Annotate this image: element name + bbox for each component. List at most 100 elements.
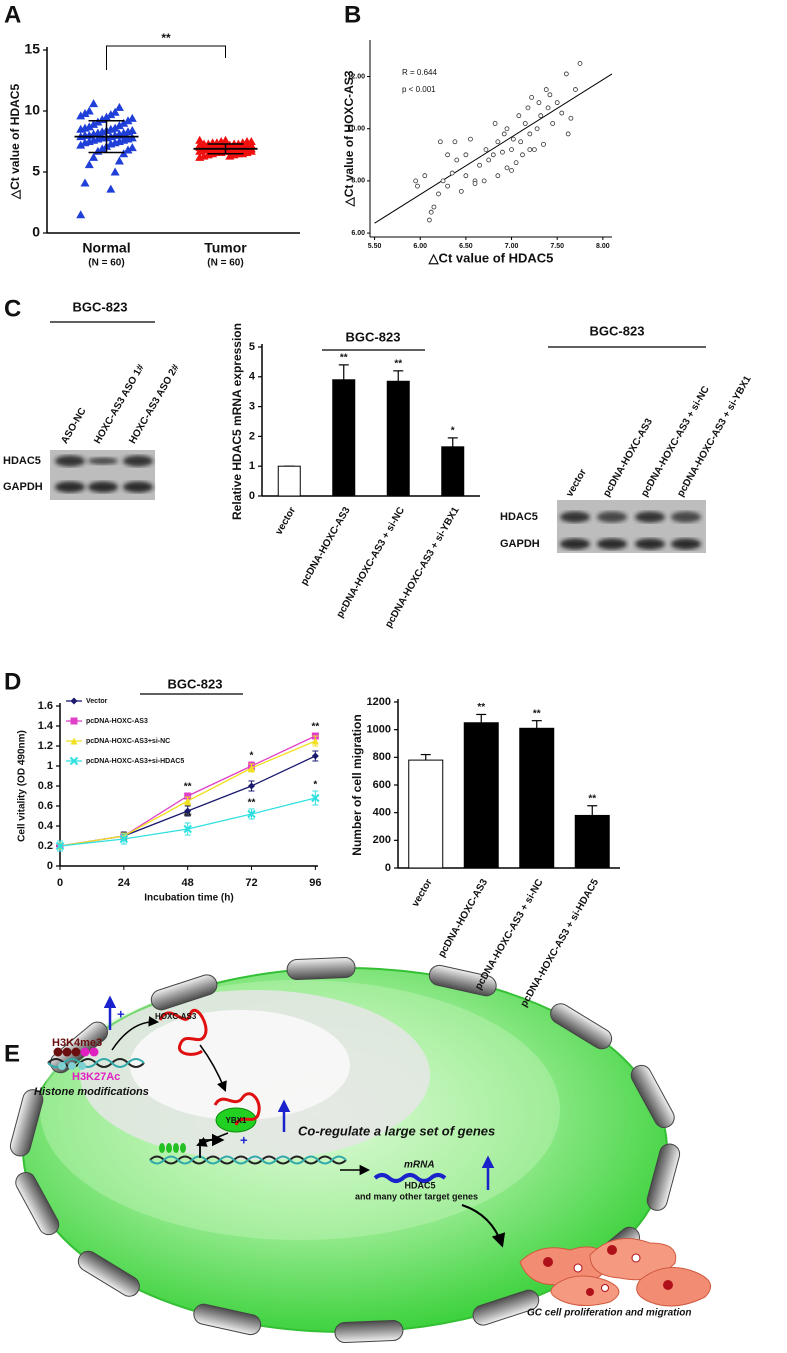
data-point	[559, 110, 565, 116]
data-point	[246, 137, 256, 145]
data-point	[431, 204, 437, 210]
data-point	[127, 113, 137, 122]
significance: **	[248, 798, 256, 809]
significance: *	[313, 780, 317, 791]
data-point	[573, 87, 578, 92]
cell-nucleus	[601, 1284, 609, 1292]
x-tick-label: pcDNA-HOXC-AS3	[436, 877, 490, 959]
x-tick-label: 5.50	[368, 243, 382, 250]
data-point	[248, 782, 256, 790]
significance: **	[161, 31, 171, 45]
panel-label: A	[4, 1, 21, 28]
data-point	[463, 173, 469, 179]
diagram-label: GC cell proliferation and migration	[527, 1308, 691, 1319]
y-tick-label: 2	[249, 430, 255, 442]
bead	[68, 1062, 76, 1070]
significance: **	[394, 358, 402, 369]
panel-label: D	[4, 668, 21, 695]
data-point	[106, 184, 116, 193]
blot-row-label: GAPDH	[3, 481, 43, 493]
data-point	[445, 183, 451, 189]
data-point	[534, 126, 540, 132]
y-tick-label: 600	[373, 779, 391, 791]
y-tick-label: 5	[249, 341, 255, 353]
data-point	[510, 136, 516, 142]
membrane-protein	[334, 1319, 404, 1344]
data-point	[415, 183, 420, 189]
data-point	[568, 115, 574, 121]
data-point	[516, 113, 522, 119]
bead	[62, 1047, 72, 1057]
data-point	[550, 121, 556, 126]
y-tick-label: 4	[249, 371, 256, 383]
data-point	[522, 121, 528, 126]
blot-row-label: GAPDH	[500, 538, 540, 550]
cell-diagram	[22, 967, 668, 1333]
blot-band	[671, 538, 701, 550]
cell-nucleus	[631, 1253, 641, 1263]
blot-row-label: HDAC5	[500, 511, 538, 523]
data-point	[500, 149, 505, 155]
bar	[441, 446, 465, 497]
data-point	[538, 113, 544, 119]
y-tick-label: 1200	[367, 696, 391, 708]
blot-band	[55, 481, 85, 493]
data-point	[84, 160, 94, 169]
blot-band	[560, 538, 590, 550]
data-point	[531, 147, 537, 152]
data-point	[55, 841, 65, 851]
data-point	[504, 126, 510, 132]
x-tick-label: Tumor	[204, 240, 247, 256]
data-point	[76, 111, 86, 120]
bead	[180, 1143, 186, 1153]
data-point	[311, 793, 320, 803]
data-point	[543, 87, 549, 92]
data-point	[481, 178, 487, 184]
significance: **	[477, 702, 485, 713]
data-point	[311, 737, 319, 745]
data-point	[472, 181, 478, 186]
data-point	[452, 139, 458, 145]
gc-cells	[519, 1238, 712, 1307]
blot-band	[597, 511, 627, 523]
data-point	[76, 140, 86, 149]
bar	[463, 722, 499, 869]
y-tick-label: 12.00	[347, 73, 365, 80]
data-point	[547, 92, 553, 98]
data-point	[554, 100, 560, 106]
bead	[58, 1062, 66, 1070]
bar	[519, 727, 555, 869]
significance: **	[340, 353, 348, 364]
data-point	[221, 135, 230, 144]
x-tick-label: pcDNA-HOXC-AS3	[299, 505, 353, 587]
significance-bracket	[106, 45, 226, 70]
bead	[80, 1047, 90, 1057]
data-point	[445, 152, 451, 158]
data-point	[449, 170, 455, 176]
cell-nucleus	[573, 1263, 583, 1273]
legend-marker	[70, 697, 78, 705]
data-point	[545, 105, 551, 111]
data-point	[80, 108, 90, 117]
diagram-label: Histone modifications	[34, 1086, 149, 1098]
diagram-label: HDAC5	[404, 1180, 435, 1190]
bar	[408, 759, 444, 869]
data-point	[114, 121, 124, 130]
arrow	[111, 1016, 160, 1051]
data-point	[536, 100, 542, 106]
x-tick-label: 6.00	[413, 243, 427, 250]
significance: **	[184, 812, 192, 823]
trendline	[374, 73, 613, 224]
data-point	[208, 146, 218, 155]
data-point	[520, 152, 525, 158]
data-point	[248, 764, 256, 772]
ybx1-protein	[215, 1107, 257, 1133]
y-tick-label: 0	[32, 224, 40, 240]
y-axis-label: Relative HDAC5 mRNA expression	[230, 323, 244, 520]
legend-marker	[70, 717, 78, 725]
blot-title: BGC-823	[73, 299, 128, 314]
y-tick-label: 3	[249, 401, 255, 413]
rna	[158, 1008, 208, 1056]
y-tick-label: 200	[373, 834, 391, 846]
data-point	[483, 147, 489, 152]
